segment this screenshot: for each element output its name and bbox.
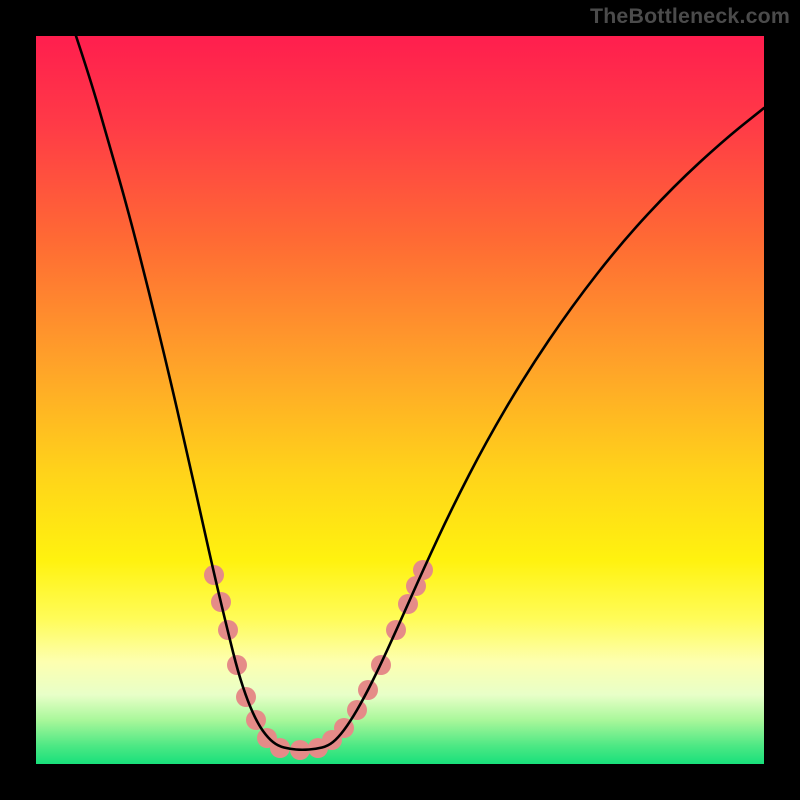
chart-canvas: TheBottleneck.com (0, 0, 800, 800)
watermark-text: TheBottleneck.com (590, 4, 790, 29)
plot-area (36, 36, 764, 764)
chart-svg (0, 0, 800, 800)
